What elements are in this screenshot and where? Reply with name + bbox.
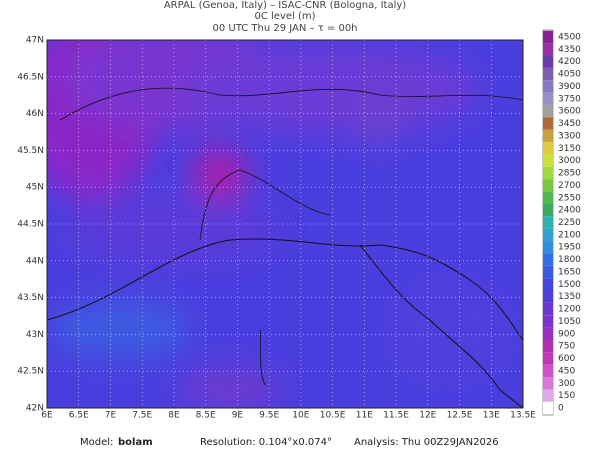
x-label: 13E	[483, 411, 500, 421]
colorbar-label: 1050	[558, 317, 581, 327]
y-label: 42N	[26, 404, 44, 414]
colorbar-label: 3450	[558, 119, 581, 129]
header-line: 0C level (m)	[254, 11, 315, 22]
x-label: 6E	[41, 411, 53, 421]
x-label: 12.5E	[447, 411, 473, 421]
x-label: 13.5E	[510, 411, 536, 421]
y-label: 46.5N	[17, 72, 44, 82]
colorbar-label: 750	[558, 342, 575, 352]
x-label: 11.5E	[383, 411, 409, 421]
footer-model: bolam	[118, 437, 153, 448]
colorbar-swatch	[543, 30, 553, 44]
colorbar-label: 1200	[558, 305, 581, 315]
colorbar-swatch	[543, 117, 553, 130]
colorbar-label: 2700	[558, 181, 581, 191]
colorbar-label: 2250	[558, 218, 581, 228]
y-label: 46N	[26, 109, 44, 119]
colorbar-swatch	[543, 315, 553, 328]
colorbar-label: 300	[558, 379, 575, 389]
y-label: 45N	[26, 183, 44, 193]
colorbar-swatch	[543, 377, 553, 390]
x-label: 8E	[168, 411, 180, 421]
y-label: 42.5N	[17, 367, 44, 377]
colorbar-swatch	[543, 67, 553, 81]
colorbar-label: 4200	[558, 57, 581, 67]
x-label: 9E	[232, 411, 244, 421]
y-label: 47N	[26, 36, 44, 46]
footer-resolution: Resolution: 0.104°x0.074°	[200, 437, 332, 448]
colorbar-label: 4500	[558, 33, 581, 43]
colorbar-label: 4350	[558, 45, 581, 55]
colorbar-swatch	[543, 80, 553, 93]
colorbar-label: 3000	[558, 156, 581, 166]
y-label: 45.5N	[17, 146, 44, 156]
footer-analysis: Analysis: Thu 00Z29JAN2026	[354, 437, 499, 448]
x-label: 10.5E	[320, 411, 346, 421]
colorbar-label: 3300	[558, 131, 581, 141]
map-field	[47, 40, 523, 408]
colorbar-swatch	[543, 389, 553, 402]
y-label: 44.5N	[17, 220, 44, 230]
colorbar-swatch	[543, 352, 553, 365]
colorbar-label: 2100	[558, 230, 581, 240]
x-label: 12E	[419, 411, 436, 421]
colorbar-swatch	[543, 55, 553, 68]
colorbar-label: 2400	[558, 206, 581, 216]
colorbar-swatch	[543, 216, 553, 229]
x-label: 7.5E	[132, 411, 152, 421]
colorbar-label: 4050	[558, 70, 581, 80]
x-label: 6.5E	[69, 411, 89, 421]
colorbar-swatch	[543, 253, 553, 266]
colorbar-swatch	[543, 339, 553, 353]
colorbar-swatch	[543, 166, 553, 180]
colorbar-label: 3750	[558, 94, 581, 104]
colorbar-swatch	[543, 290, 553, 303]
colorbar-swatch	[543, 265, 553, 279]
y-label: 43.5N	[17, 293, 44, 303]
map-frame	[46, 39, 524, 409]
colorbar-swatch	[543, 364, 553, 378]
colorbar-label: 3150	[558, 144, 581, 154]
colorbar-swatch	[543, 105, 553, 118]
header-line: ARPAL (Genoa, Italy) – ISAC-CNR (Bologna…	[164, 0, 406, 11]
colorbar-swatch	[543, 241, 553, 254]
colorbar-swatch	[543, 129, 553, 143]
colorbar-label: 1500	[558, 280, 581, 290]
colorbar-swatch	[543, 401, 553, 415]
colorbar-label: 150	[558, 391, 575, 401]
colorbar-label: 0	[558, 404, 564, 414]
y-label: 43N	[26, 330, 44, 340]
x-label: 9.5E	[259, 411, 279, 421]
y-label: 44N	[26, 256, 44, 266]
colorbar-swatch	[543, 43, 553, 56]
colorbar-label: 1800	[558, 255, 581, 265]
x-label: 10E	[292, 411, 309, 421]
colorbar-label: 2850	[558, 169, 581, 179]
colorbar-label: 1650	[558, 267, 581, 277]
colorbar-swatch	[543, 142, 553, 155]
colorbar-swatch	[543, 191, 553, 204]
colorbar-swatch	[543, 278, 553, 291]
colorbar-swatch	[543, 327, 553, 340]
colorbar-swatch	[543, 228, 553, 242]
colorbar-label: 3600	[558, 107, 581, 117]
x-label: 7E	[105, 411, 117, 421]
colorbar-label: 1950	[558, 243, 581, 253]
footer-model-label: Model:	[80, 437, 113, 448]
colorbar-swatch	[543, 203, 553, 217]
colorbar-swatch	[543, 302, 553, 316]
header-line: 00 UTC Thu 29 JAN – τ = 00h	[212, 23, 357, 34]
colorbar-label: 450	[558, 366, 575, 376]
colorbar-swatch	[543, 92, 553, 106]
colorbar-label: 900	[558, 329, 575, 339]
colorbar-label: 600	[558, 354, 575, 364]
colorbar-swatch	[543, 179, 553, 192]
colorbar-swatch	[543, 154, 553, 167]
colorbar-label: 3900	[558, 82, 581, 92]
colorbar-label: 1350	[558, 292, 581, 302]
x-label: 8.5E	[196, 411, 216, 421]
colorbar-label: 2550	[558, 193, 581, 203]
x-label: 11E	[356, 411, 373, 421]
